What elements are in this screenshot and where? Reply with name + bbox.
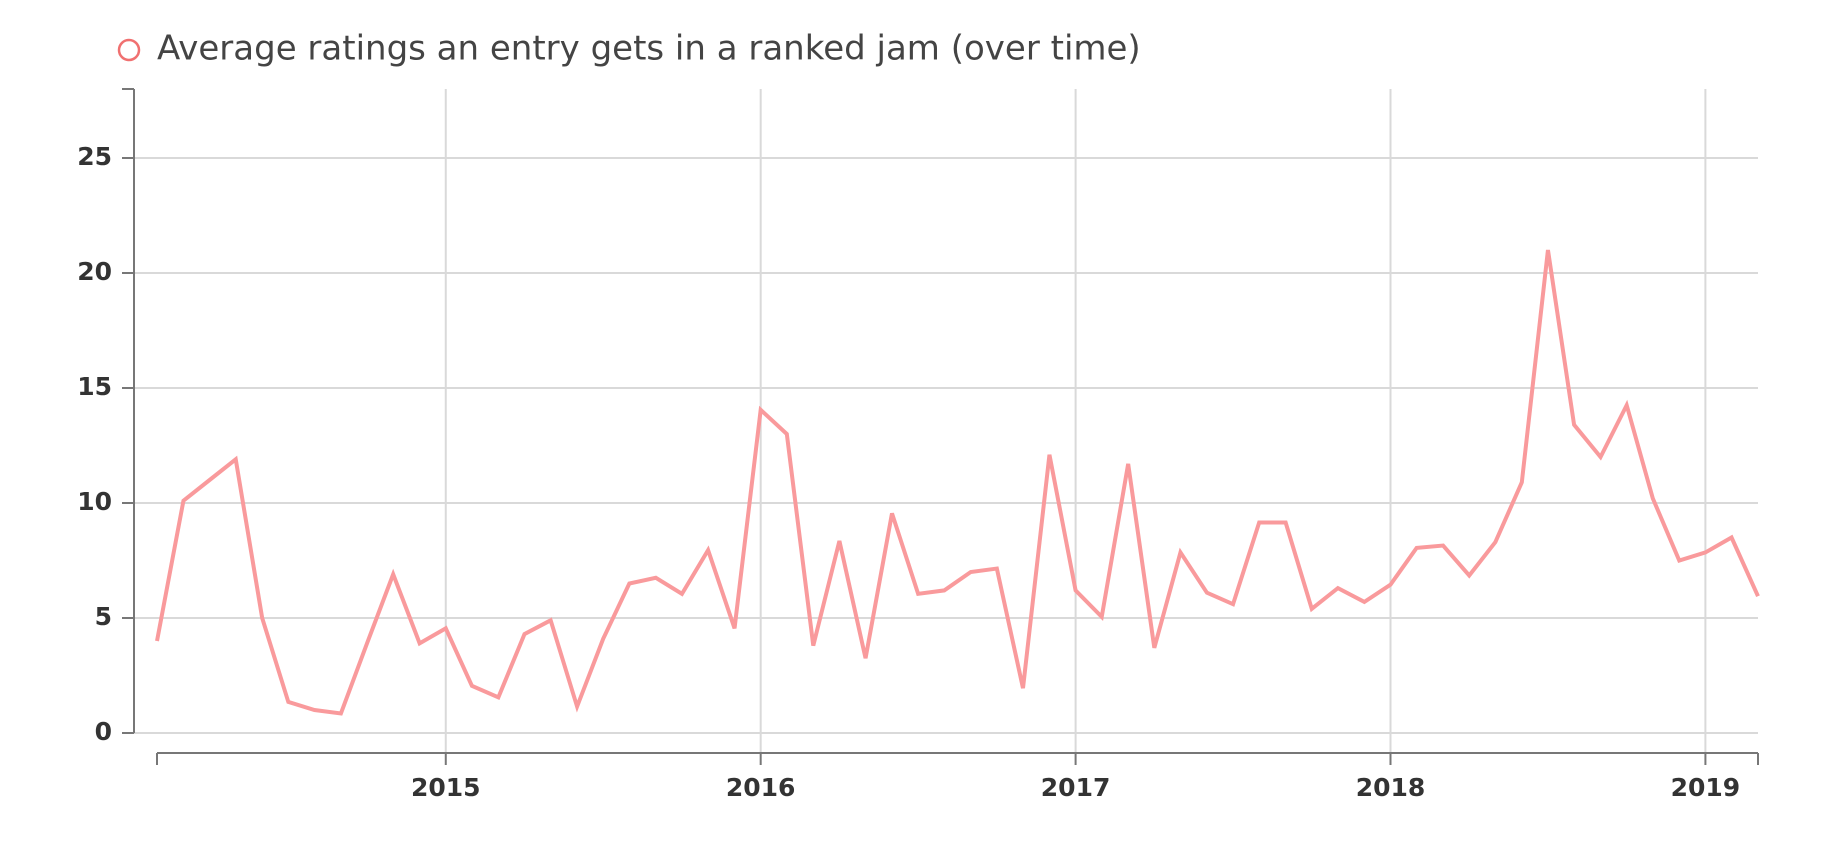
y-tick-label: 25 <box>77 142 112 171</box>
y-tick-label: 15 <box>77 372 112 401</box>
x-tick-label: 2015 <box>411 773 481 802</box>
legend-label: Average ratings an entry gets in a ranke… <box>157 29 1141 69</box>
data-line <box>155 249 1760 716</box>
y-tick-label: 10 <box>77 487 112 516</box>
x-tick-label: 2017 <box>1041 773 1111 802</box>
y-tick-label: 0 <box>95 717 112 746</box>
legend-marker <box>117 38 141 62</box>
x-tick-label: 2018 <box>1356 773 1426 802</box>
x-tick-label: 2019 <box>1671 773 1741 802</box>
y-tick-label: 20 <box>77 257 112 286</box>
x-tick-label: 2016 <box>726 773 796 802</box>
y-tick-label: 5 <box>95 602 112 631</box>
